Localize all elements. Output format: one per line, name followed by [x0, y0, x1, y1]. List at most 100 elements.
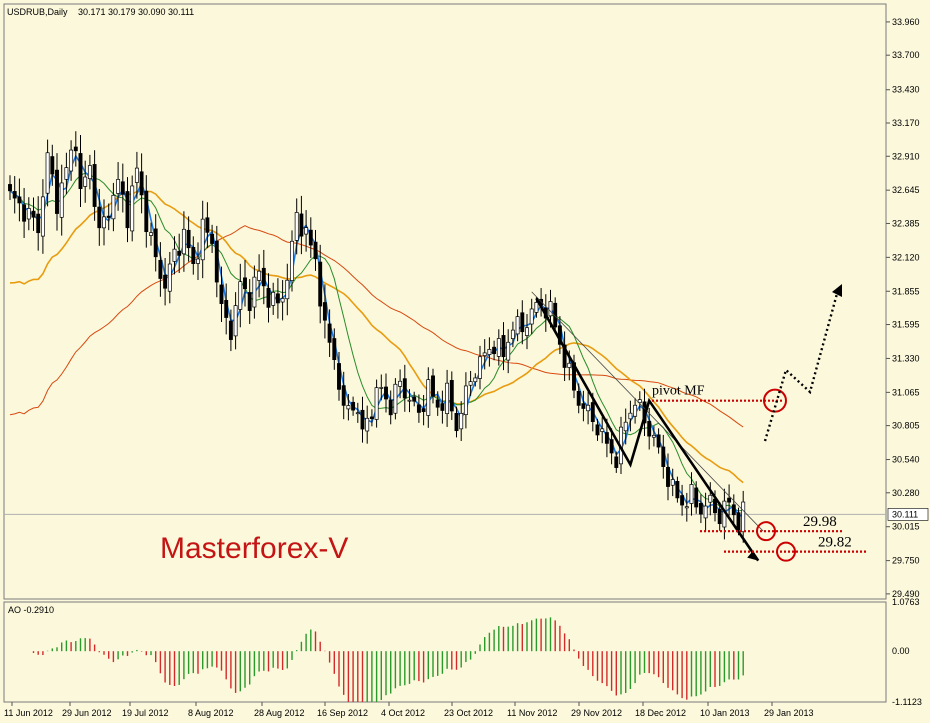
candle — [727, 484, 732, 516]
candle-body — [388, 399, 393, 416]
candle-body — [529, 308, 534, 325]
candle — [374, 379, 379, 428]
candle-body — [463, 385, 468, 415]
candle-body — [534, 302, 539, 313]
candle — [205, 202, 210, 248]
candle — [214, 225, 219, 298]
candle — [360, 396, 365, 443]
candle — [609, 428, 614, 465]
candle — [647, 407, 652, 450]
candle-body — [205, 217, 210, 233]
candle-body — [727, 497, 732, 503]
candle — [529, 298, 534, 335]
candle — [651, 426, 656, 447]
x-tick-label: 11 Jun 2012 — [4, 708, 53, 718]
candle-body — [567, 362, 572, 368]
candle-body — [346, 405, 351, 410]
candle — [17, 178, 22, 222]
candle-body — [139, 171, 144, 196]
candle-body — [191, 247, 196, 265]
candle-body — [59, 182, 64, 218]
candle — [327, 309, 332, 357]
candle — [294, 198, 299, 255]
candle-body — [299, 213, 304, 237]
candle-body — [421, 408, 426, 412]
y-tick-label: 33.430 — [892, 85, 920, 95]
candle-body — [252, 276, 257, 308]
candle-body — [431, 375, 435, 397]
candle-body — [196, 258, 200, 264]
candle — [365, 405, 370, 444]
y-tick-label: 32.910 — [892, 151, 920, 161]
candle-body — [393, 383, 398, 414]
candle-body — [369, 416, 374, 420]
candle — [510, 321, 515, 348]
candle-body — [92, 164, 97, 207]
y-tick-label: 33.960 — [892, 17, 920, 27]
candle-body — [675, 481, 680, 499]
candle-body — [266, 288, 271, 308]
candle-body — [8, 184, 12, 192]
candle-body — [426, 379, 431, 416]
candle — [12, 176, 17, 214]
candle-body — [661, 446, 666, 467]
candle — [637, 391, 642, 412]
candle — [402, 364, 407, 412]
y-tick-label: 31.330 — [892, 353, 920, 363]
candle-body — [501, 335, 506, 358]
candle — [492, 340, 497, 361]
candle — [247, 279, 252, 324]
annotations: 29.98 29.82 pivot MF — [531, 284, 866, 562]
candle — [271, 282, 276, 315]
candle-body — [684, 506, 689, 509]
candle-body — [337, 363, 341, 390]
candle-body — [440, 403, 445, 411]
candle-body — [402, 378, 407, 399]
candle-body — [379, 387, 384, 389]
candle — [200, 200, 205, 279]
candle-body — [698, 502, 703, 515]
candle — [50, 144, 55, 186]
x-tick-label: 10 Jan 2013 — [700, 708, 750, 718]
candle — [600, 417, 605, 444]
x-tick-label: 29 Jun 2012 — [62, 708, 112, 718]
ao-tick-label: 1.0763 — [892, 597, 920, 607]
level-circle — [776, 541, 796, 562]
candle-body — [445, 382, 450, 414]
candle-body — [614, 456, 619, 468]
brand-watermark: Masterforex-V — [160, 532, 348, 565]
candle — [97, 188, 102, 246]
candle — [64, 152, 69, 195]
candle — [520, 300, 525, 345]
candle-body — [219, 284, 224, 304]
candle-body — [153, 228, 158, 258]
candle-body — [731, 504, 736, 516]
candle-body — [120, 181, 125, 195]
candle — [257, 254, 262, 298]
candle — [111, 182, 116, 232]
candle — [36, 196, 41, 251]
candle-body — [149, 232, 153, 236]
candle-body — [210, 233, 215, 244]
ao-tick-label: 0.00 — [892, 646, 910, 656]
candle — [478, 345, 482, 390]
candle-body — [449, 380, 454, 412]
candle — [355, 402, 360, 423]
candle — [384, 373, 388, 413]
candle-body — [398, 380, 403, 387]
forecast-arrowhead — [832, 284, 842, 297]
candle — [449, 371, 454, 420]
candle — [407, 389, 412, 413]
candle — [628, 400, 633, 432]
candle-body — [134, 167, 139, 183]
candle-body — [666, 466, 670, 487]
candle-body — [492, 346, 497, 355]
candle-body — [186, 229, 191, 249]
current-price-box — [887, 508, 929, 521]
candle — [351, 396, 356, 416]
candle — [670, 468, 675, 497]
candle — [290, 230, 294, 292]
candle — [8, 175, 12, 201]
candle-body — [515, 316, 520, 335]
candle — [717, 502, 722, 531]
